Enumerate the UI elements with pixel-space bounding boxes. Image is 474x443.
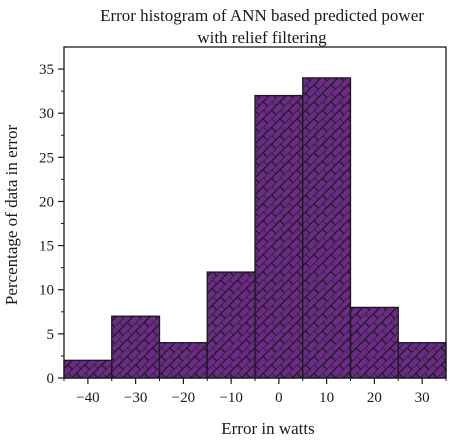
y-tick-label-2: 10 — [39, 283, 54, 299]
bars-group — [63, 77, 447, 379]
histogram-bar-4 — [254, 94, 304, 379]
histogram-bar-2 — [158, 342, 208, 379]
x-tick-label-0: −40 — [76, 390, 99, 406]
x-tick-label-4: 0 — [275, 390, 283, 406]
y-axis-ticks: 0 5 10 15 20 25 30 35 — [39, 62, 64, 387]
y-tick-label-4: 20 — [39, 194, 54, 210]
y-tick-label-6: 30 — [39, 106, 54, 122]
x-tick-label-3: −10 — [219, 390, 242, 406]
x-axis-label: Error in watts — [221, 419, 314, 438]
histogram-bar-6 — [349, 306, 399, 379]
x-tick-label-2: −20 — [172, 390, 195, 406]
histogram-bar-3 — [206, 271, 256, 379]
y-axis-label: Percentage of data in error — [2, 125, 21, 306]
x-tick-label-5: 10 — [319, 390, 334, 406]
histogram-bar-5 — [302, 77, 352, 379]
chart-subtitle: with relief filtering — [197, 28, 327, 47]
y-tick-label-7: 35 — [39, 62, 54, 78]
x-axis-ticks: −40 −30 −20 −10 0 10 20 30 — [63, 378, 447, 406]
histogram-bar-0 — [63, 359, 113, 379]
y-tick-label-5: 25 — [39, 150, 54, 166]
x-tick-label-7: 30 — [415, 390, 430, 406]
y-tick-label-0: 0 — [47, 371, 55, 387]
plot-frame — [63, 46, 447, 379]
y-tick-label-1: 5 — [47, 327, 55, 343]
histogram-bar-1 — [111, 315, 161, 379]
x-tick-label-6: 20 — [367, 390, 382, 406]
chart-title: Error histogram of ANN based predicted p… — [100, 6, 424, 25]
y-tick-label-3: 15 — [39, 239, 54, 255]
histogram-bar-7 — [397, 342, 447, 379]
x-tick-label-1: −30 — [124, 390, 147, 406]
